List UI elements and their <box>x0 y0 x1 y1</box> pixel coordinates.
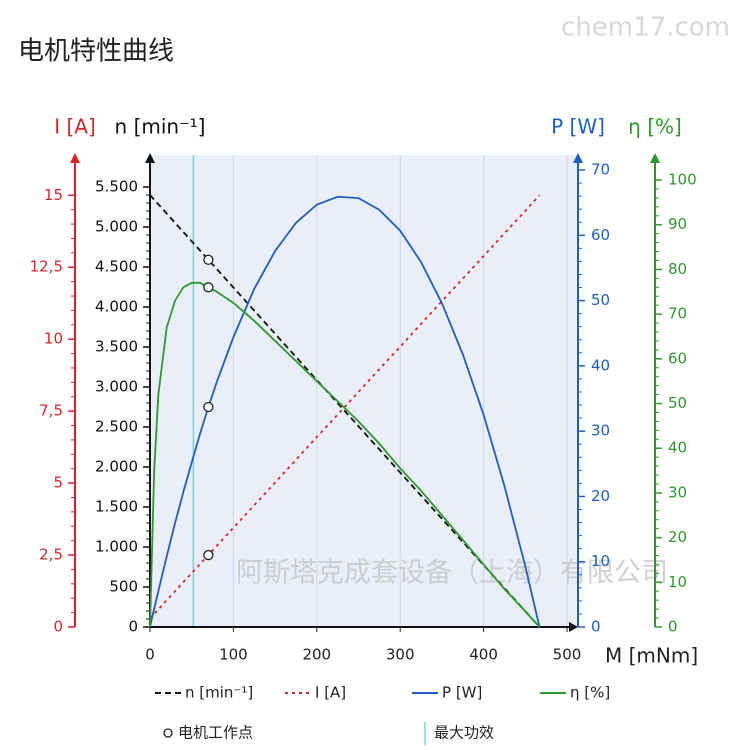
y-tick-label: 1.500 <box>95 498 138 516</box>
y-tick-label: 0 <box>591 618 601 636</box>
y-tick-label: 90 <box>668 215 687 233</box>
y-tick-label: 500 <box>109 578 138 596</box>
y-tick-label: 40 <box>668 439 687 457</box>
legend-label: 最大功效 <box>434 724 494 742</box>
y-tick-label: 4.000 <box>95 298 138 316</box>
y-tick-label: 3.000 <box>95 378 138 396</box>
y-tick-label: 1.000 <box>95 538 138 556</box>
y-tick-label: 100 <box>668 171 697 189</box>
y-axis-arrow <box>70 153 80 163</box>
y-tick-label: 50 <box>591 291 610 309</box>
y-tick-label: 30 <box>668 483 687 501</box>
legend-label: η [%] <box>570 684 610 702</box>
legend-label: I [A] <box>315 684 346 702</box>
legend-label: n [min⁻¹] <box>185 684 253 702</box>
y-tick-label: 40 <box>591 356 610 374</box>
y-tick-label: 50 <box>668 394 687 412</box>
y-tick-label: 10 <box>44 330 63 348</box>
x-axis-label: M [mNm] <box>605 644 698 668</box>
legend-label: P [W] <box>442 684 482 702</box>
y-tick-label: 60 <box>668 349 687 367</box>
chart-title: 电机特性曲线 <box>18 37 174 67</box>
watermark: 阿斯塔克成套设备（上海）有限公司 <box>236 558 668 589</box>
y-tick-label: 5.000 <box>95 218 138 236</box>
y-axis-arrow <box>145 153 155 163</box>
y-tick-label: 20 <box>668 528 687 546</box>
x-tick-label: 0 <box>145 646 155 664</box>
x-tick-label: 200 <box>302 646 331 664</box>
y-tick-label: 2.000 <box>95 458 138 476</box>
operating-point <box>203 282 214 293</box>
series-line <box>149 194 541 619</box>
y-tick-label: 10 <box>668 573 687 591</box>
y-tick-label: 10 <box>591 552 610 570</box>
x-tick-label: 400 <box>469 646 498 664</box>
y-tick-label: 30 <box>591 422 610 440</box>
y-axis-arrow <box>650 153 660 163</box>
y-tick-label: 15 <box>44 186 63 204</box>
y-tick-label: 0 <box>53 618 63 636</box>
y-axis-arrow <box>573 153 583 163</box>
series-line <box>149 194 541 628</box>
y-axis-label: η [%] <box>628 115 682 139</box>
y-axis-label: n [min⁻¹] <box>115 115 206 139</box>
y-axis-label: I [A] <box>54 115 96 139</box>
y-tick-label: 2.500 <box>95 418 138 436</box>
y-tick-label: 5.500 <box>95 178 138 196</box>
x-tick-label: 500 <box>553 646 582 664</box>
y-tick-label: 70 <box>591 161 610 179</box>
watermark: chem17.com <box>561 13 730 43</box>
y-tick-label: 70 <box>668 305 687 323</box>
x-tick-label: 300 <box>386 646 415 664</box>
y-tick-label: 4.500 <box>95 258 138 276</box>
y-tick-label: 12,5 <box>30 258 63 276</box>
operating-point <box>203 549 214 561</box>
y-tick-label: 80 <box>668 260 687 278</box>
legend-label: 电机工作点 <box>178 724 253 742</box>
operating-point <box>203 401 214 413</box>
y-tick-label: 0 <box>128 618 138 636</box>
operating-point <box>203 254 214 265</box>
y-axis-label: P [W] <box>551 115 605 139</box>
x-tick-label: 100 <box>219 646 248 664</box>
y-tick-label: 5 <box>53 474 63 492</box>
series-line <box>149 195 541 628</box>
y-tick-label: 20 <box>591 487 610 505</box>
y-tick-label: 7,5 <box>39 402 63 420</box>
x-axis-arrow <box>569 622 578 632</box>
y-tick-label: 60 <box>591 226 610 244</box>
y-tick-label: 3.500 <box>95 338 138 356</box>
plot-area <box>150 155 578 627</box>
legend-swatch <box>163 728 173 738</box>
y-tick-label: 2,5 <box>39 546 63 564</box>
y-tick-label: 0 <box>668 618 678 636</box>
series-line <box>149 281 541 628</box>
